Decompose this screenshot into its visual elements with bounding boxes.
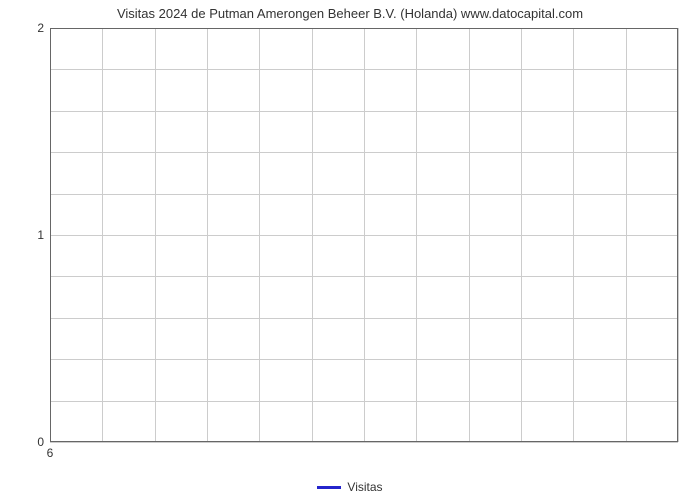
- y-tick-label: 0: [37, 435, 44, 449]
- grid-vertical: [207, 28, 208, 442]
- grid-vertical: [469, 28, 470, 442]
- axis-border: [50, 441, 678, 442]
- grid-vertical: [259, 28, 260, 442]
- grid-vertical: [364, 28, 365, 442]
- legend-label: Visitas: [347, 480, 382, 494]
- grid-vertical: [678, 28, 679, 442]
- plot-area: 0126: [50, 28, 678, 442]
- grid-vertical: [102, 28, 103, 442]
- axis-border: [50, 28, 51, 442]
- y-tick-label: 1: [37, 228, 44, 242]
- grid-vertical: [521, 28, 522, 442]
- chart-container: Visitas 2024 de Putman Amerongen Beheer …: [0, 0, 700, 500]
- axis-border: [677, 28, 678, 442]
- grid-vertical: [416, 28, 417, 442]
- chart-title: Visitas 2024 de Putman Amerongen Beheer …: [0, 6, 700, 21]
- y-tick-label: 2: [37, 21, 44, 35]
- legend: Visitas: [0, 480, 700, 494]
- legend-swatch: [317, 486, 341, 489]
- x-tick-label: 6: [47, 446, 54, 460]
- grid-vertical: [573, 28, 574, 442]
- grid-horizontal: [50, 442, 678, 443]
- grid-vertical: [312, 28, 313, 442]
- grid-vertical: [155, 28, 156, 442]
- axis-border: [50, 28, 678, 29]
- grid-vertical: [626, 28, 627, 442]
